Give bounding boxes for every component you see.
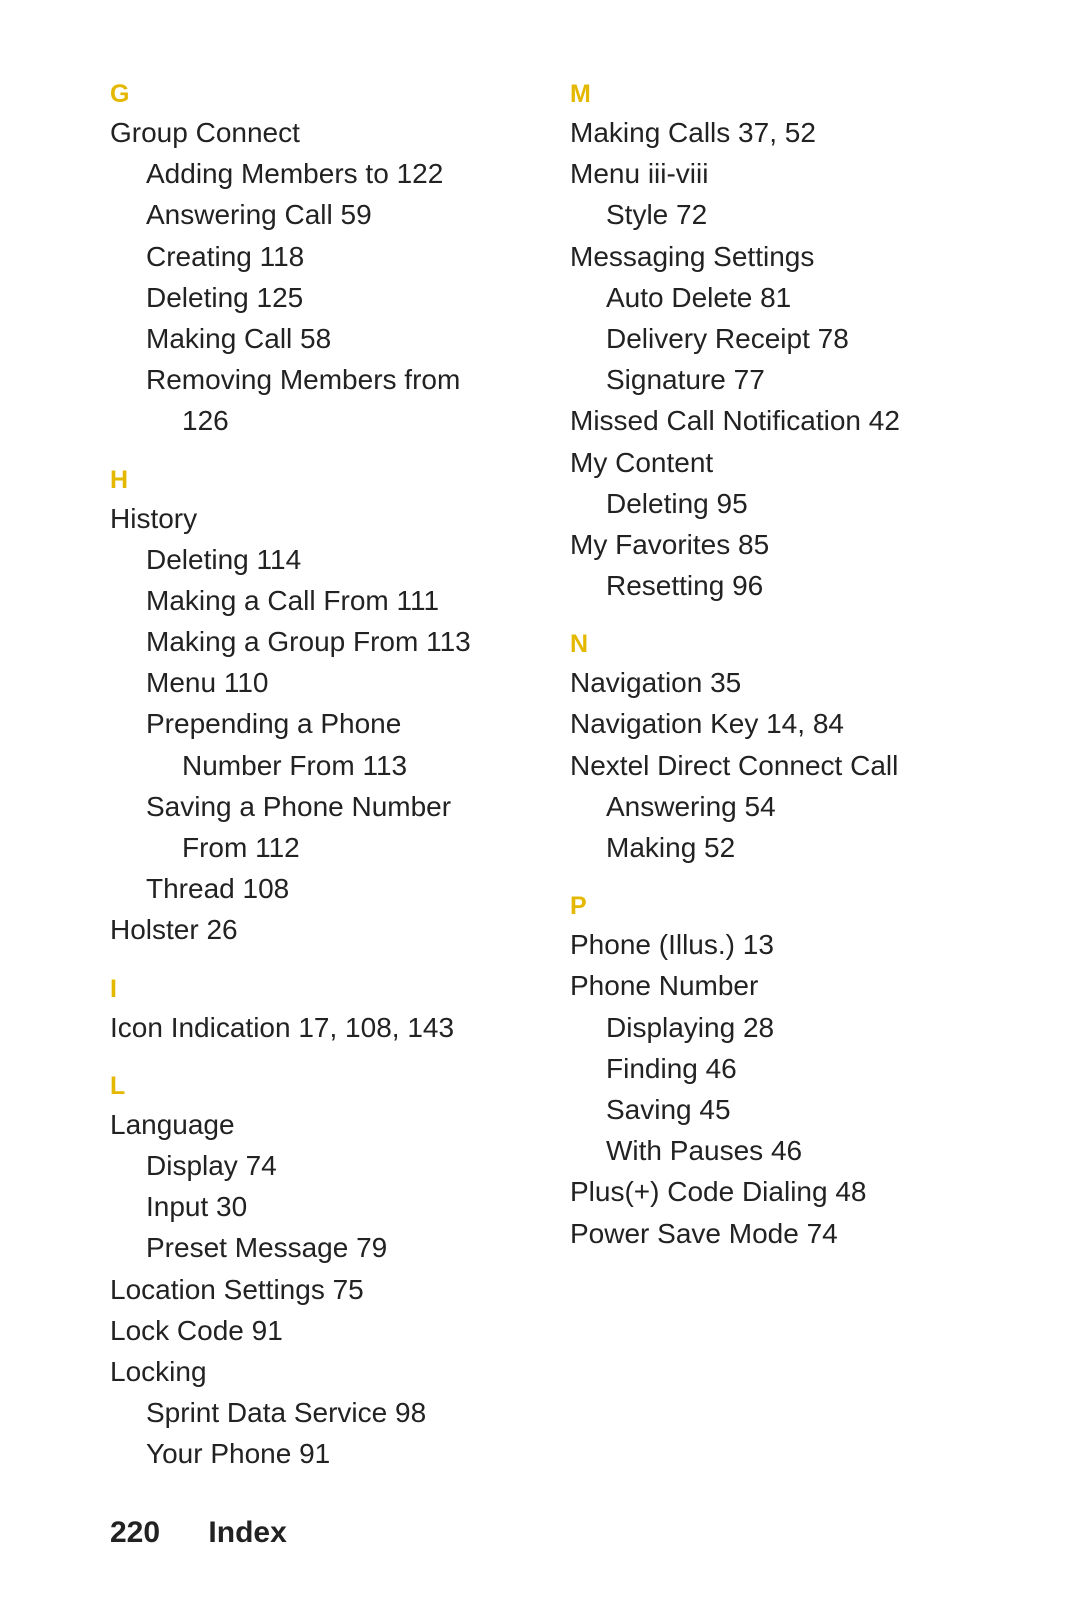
index-letter-heading: I: [110, 975, 510, 1004]
index-entry: Finding 46: [570, 1049, 970, 1088]
index-entry: Locking: [110, 1352, 510, 1391]
index-entry: Preset Message 79: [110, 1228, 510, 1267]
index-entry: Lock Code 91: [110, 1311, 510, 1350]
index-entry: Input 30: [110, 1187, 510, 1226]
index-entry: Plus(+) Code Dialing 48: [570, 1172, 970, 1211]
index-entry: Saving a Phone Number: [110, 787, 510, 826]
index-entry: 126: [110, 401, 510, 440]
footer-title: Index: [208, 1516, 286, 1549]
index-entry: Navigation Key 14, 84: [570, 704, 970, 743]
index-letter-heading: P: [570, 892, 970, 921]
index-entry: Messaging Settings: [570, 237, 970, 276]
index-entry: Display 74: [110, 1146, 510, 1185]
index-entry: Holster 26: [110, 910, 510, 949]
index-entry: Saving 45: [570, 1090, 970, 1129]
index-entry: Location Settings 75: [110, 1270, 510, 1309]
index-entry: Language: [110, 1105, 510, 1144]
index-entry: Making 52: [570, 828, 970, 867]
index-entry: Deleting 114: [110, 540, 510, 579]
index-entry: Auto Delete 81: [570, 278, 970, 317]
index-entry: Answering 54: [570, 787, 970, 826]
index-entry: Nextel Direct Connect Call: [570, 746, 970, 785]
index-entry: Prepending a Phone: [110, 704, 510, 743]
index-entry: Adding Members to 122: [110, 154, 510, 193]
index-column: G Group ConnectAdding Members to 122Answe…: [110, 80, 510, 1475]
index-letter-heading: L: [110, 1072, 510, 1101]
index-entry: Displaying 28: [570, 1008, 970, 1047]
index-entry: Thread 108: [110, 869, 510, 908]
index-columns: GGroup ConnectAdding Members to 122Answe…: [110, 80, 970, 1475]
index-entry: Power Save Mode 74: [570, 1214, 970, 1253]
index-letter-heading: N: [570, 630, 970, 659]
index-entry: Style 72: [570, 195, 970, 234]
index-letter-heading: H: [110, 466, 510, 495]
page-number: 220: [110, 1516, 160, 1549]
index-entry: Menu iii-viii: [570, 154, 970, 193]
index-entry: With Pauses 46: [570, 1131, 970, 1170]
index-entry: Answering Call 59: [110, 195, 510, 234]
index-entry: Removing Members from: [110, 360, 510, 399]
index-entry: Deleting 95: [570, 484, 970, 523]
index-entry: Icon Indication 17, 108, 143: [110, 1008, 510, 1047]
index-entry: Making a Call From 111: [110, 581, 510, 620]
index-entry: Your Phone 91: [110, 1434, 510, 1473]
index-entry: Resetting 96: [570, 566, 970, 605]
index-entry: Making Calls 37, 52: [570, 113, 970, 152]
index-page: GGroup ConnectAdding Members to 122Answe…: [0, 0, 1080, 1620]
index-entry: Making Call 58: [110, 319, 510, 358]
index-entry: Creating 118: [110, 237, 510, 276]
index-entry: Group Connect: [110, 113, 510, 152]
index-column: M Making Calls 37, 52Menu iii-viiiStyle 7…: [570, 80, 970, 1475]
index-entry: Deleting 125: [110, 278, 510, 317]
index-entry: Signature 77: [570, 360, 970, 399]
index-entry: History: [110, 499, 510, 538]
index-entry: Delivery Receipt 78: [570, 319, 970, 358]
index-entry: Number From 113: [110, 746, 510, 785]
index-entry: Sprint Data Service 98: [110, 1393, 510, 1432]
index-entry: Missed Call Notification 42: [570, 401, 970, 440]
index-entry: Menu 110: [110, 663, 510, 702]
index-entry: My Content: [570, 443, 970, 482]
index-entry: Navigation 35: [570, 663, 970, 702]
index-entry: My Favorites 85: [570, 525, 970, 564]
index-entry: Making a Group From 113: [110, 622, 510, 661]
index-entry: Phone (Illus.) 13: [570, 925, 970, 964]
index-letter-heading: M: [570, 80, 970, 109]
index-entry: Phone Number: [570, 966, 970, 1005]
index-entry: From 112: [110, 828, 510, 867]
page-footer: 220 Index: [110, 1516, 287, 1550]
index-letter-heading: G: [110, 80, 510, 109]
